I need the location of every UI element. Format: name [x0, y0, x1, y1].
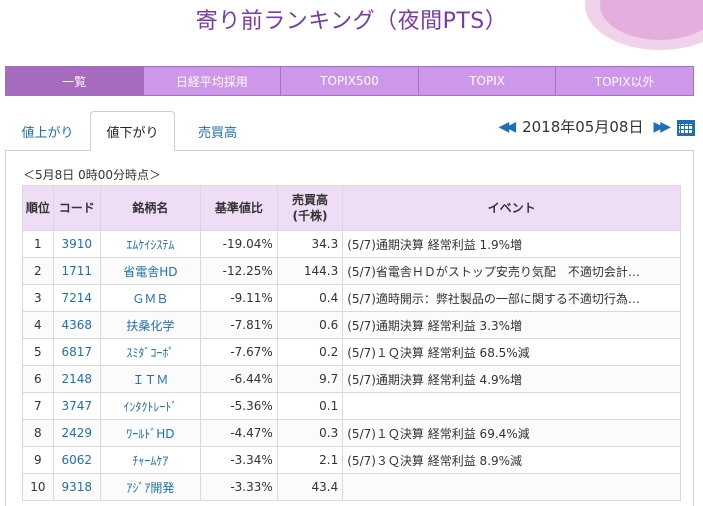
tab-non-topix[interactable]: TOPIX以外: [555, 67, 693, 95]
event-cell: (5/7)適時開示：弊社製品の一部に関する不適切行為…: [342, 284, 681, 312]
tab-topix500[interactable]: TOPIX500: [280, 67, 418, 95]
calendar-icon[interactable]: [677, 118, 695, 136]
rank-cell: 4: [22, 311, 54, 339]
code-link[interactable]: 6062: [52, 446, 101, 474]
volume-cell: 9.7: [276, 365, 344, 393]
rank-cell: 7: [22, 392, 54, 420]
stock-name-link[interactable]: ｱｼﾞｱ開発: [99, 473, 202, 501]
header-event: イベント: [342, 185, 681, 231]
next-date-icon[interactable]: ▶▶: [653, 118, 670, 135]
stock-name-link[interactable]: 扶桑化学: [99, 311, 202, 339]
volume-cell: 0.4: [276, 284, 344, 312]
table-row: 9 6062 ﾁｬｰﾑｹｱ -3.34% 2.1 (5/7)３Ｑ決算 経常利益 8.9%減: [22, 446, 681, 474]
stock-name-link[interactable]: ﾁｬｰﾑｹｱ: [99, 446, 202, 474]
code-link[interactable]: 1711: [52, 257, 101, 285]
tab-nikkei[interactable]: 日経平均採用: [142, 67, 281, 95]
ranking-subtabs: 値上がり 値下がり 売買高: [5, 111, 260, 151]
table-row: 5 6817 ｽﾐﾀﾞｺｰﾎﾟ -7.67% 0.2 (5/7)１Ｑ決算 経常利益 68.…: [22, 338, 681, 366]
market-tabs: 一覧 日経平均採用 TOPIX500 TOPIX TOPIX以外: [5, 66, 694, 96]
subtab-volume[interactable]: 売買高: [197, 125, 237, 141]
volume-cell: 0.2: [276, 338, 344, 366]
volume-cell: 0.1: [276, 392, 344, 420]
tab-all[interactable]: 一覧: [6, 67, 143, 95]
event-cell: (5/7)３Ｑ決算 経常利益 8.9%減: [342, 446, 681, 474]
event-cell: (5/7)通期決算 経常利益 4.9%増: [342, 365, 681, 393]
stock-name-link[interactable]: 省電舎HD: [99, 257, 202, 285]
table-row: 1 3910 ｴﾑｹｲｼｽﾃﾑ -19.04% 34.3 (5/7)通期決算 経常利益 1…: [22, 230, 681, 258]
header-name: 銘柄名: [99, 185, 202, 231]
tab-topix[interactable]: TOPIX: [417, 67, 556, 95]
rank-cell: 2: [22, 257, 54, 285]
stock-name-link[interactable]: ＧＭＢ: [99, 284, 202, 312]
rank-cell: 10: [22, 473, 54, 501]
code-link[interactable]: 7214: [52, 284, 101, 312]
table-row: 2 1711 省電舎HD -12.25% 144.3 (5/7)省電舎ＨＤがストップ安売り…: [22, 257, 681, 285]
page-title: 寄り前ランキング（夜間PTS）: [195, 9, 508, 34]
table-row: 6 2148 ＩＴＭ -6.44% 9.7 (5/7)通期決算 経常利益 4.9%増: [22, 365, 681, 393]
table-row: 3 7214 ＧＭＢ -9.11% 0.4 (5/7)適時開示：弊社製品の一部に関する不適…: [22, 284, 681, 312]
code-link[interactable]: 2429: [52, 419, 101, 447]
rank-cell: 3: [22, 284, 54, 312]
date-navigator: ◀◀ 2018年05月08日 ▶▶: [499, 116, 695, 137]
table-row: 10 9318 ｱｼﾞｱ開発 -3.33% 43.4: [22, 473, 681, 501]
event-cell: [342, 473, 681, 501]
code-link[interactable]: 9318: [52, 473, 101, 501]
volume-cell: 0.6: [276, 311, 344, 339]
header-change: 基準値比: [200, 185, 278, 231]
table-row: 8 2429 ﾜｰﾙﾄﾞHD -4.47% 0.3 (5/7)１Ｑ決算 経常利益 69.4…: [22, 419, 681, 447]
code-link[interactable]: 3910: [52, 230, 101, 258]
table-row: 7 3747 ｲﾝﾀｸﾄﾚｰﾄﾞ -5.36% 0.1: [22, 392, 681, 420]
stock-name-link[interactable]: ｽﾐﾀﾞｺｰﾎﾟ: [99, 338, 202, 366]
change-cell: -12.25%: [200, 257, 278, 285]
volume-cell: 34.3: [276, 230, 344, 258]
stock-name-link[interactable]: ｲﾝﾀｸﾄﾚｰﾄﾞ: [99, 392, 202, 420]
volume-cell: 2.1: [276, 446, 344, 474]
rank-cell: 8: [22, 419, 54, 447]
change-cell: -7.81%: [200, 311, 278, 339]
prev-date-icon[interactable]: ◀◀: [498, 118, 516, 135]
ranking-panel: ＜5月8日 0時00分時点＞ 順位 コード 銘柄名 基準値比 売買高 (千株) …: [5, 150, 694, 506]
change-cell: -7.67%: [200, 338, 278, 366]
event-cell: (5/7)省電舎ＨＤがストップ安売り気配 不適切会計…: [342, 257, 681, 285]
header-rank: 順位: [22, 185, 54, 231]
rank-cell: 6: [22, 365, 54, 393]
event-cell: (5/7)１Ｑ決算 経常利益 69.4%減: [342, 419, 681, 447]
event-cell: [342, 392, 681, 420]
header-code: コード: [52, 185, 101, 231]
current-date: 2018年05月08日: [522, 118, 644, 136]
ranking-table: 順位 コード 銘柄名 基準値比 売買高 (千株) イベント 1 3910 ｴﾑｹｲｼ…: [22, 185, 681, 501]
change-cell: -6.44%: [200, 365, 278, 393]
stock-name-link[interactable]: ＩＴＭ: [99, 365, 202, 393]
code-link[interactable]: 2148: [52, 365, 101, 393]
rank-cell: 5: [22, 338, 54, 366]
table-row: 4 4368 扶桑化学 -7.81% 0.6 (5/7)通期決算 経常利益 3.3%増: [22, 311, 681, 339]
code-link[interactable]: 3747: [52, 392, 101, 420]
code-link[interactable]: 6817: [52, 338, 101, 366]
event-cell: (5/7)通期決算 経常利益 3.3%増: [342, 311, 681, 339]
change-cell: -5.36%: [200, 392, 278, 420]
event-cell: (5/7)１Ｑ決算 経常利益 68.5%減: [342, 338, 681, 366]
change-cell: -9.11%: [200, 284, 278, 312]
stock-name-link[interactable]: ｴﾑｹｲｼｽﾃﾑ: [99, 230, 202, 258]
change-cell: -3.33%: [200, 473, 278, 501]
subtab-losers[interactable]: 値下がり: [90, 111, 175, 151]
rank-cell: 1: [22, 230, 54, 258]
volume-cell: 144.3: [276, 257, 344, 285]
stock-name-link[interactable]: ﾜｰﾙﾄﾞHD: [99, 419, 202, 447]
change-cell: -3.34%: [200, 446, 278, 474]
event-cell: (5/7)通期決算 経常利益 1.9%増: [342, 230, 681, 258]
change-cell: -19.04%: [200, 230, 278, 258]
volume-cell: 0.3: [276, 419, 344, 447]
timestamp: ＜5月8日 0時00分時点＞: [23, 168, 161, 182]
subtab-gainers[interactable]: 値上がり: [21, 125, 74, 141]
rank-cell: 9: [22, 446, 54, 474]
volume-cell: 43.4: [276, 473, 344, 501]
change-cell: -4.47%: [200, 419, 278, 447]
code-link[interactable]: 4368: [52, 311, 101, 339]
header-volume: 売買高 (千株): [276, 185, 344, 231]
table-body: 1 3910 ｴﾑｹｲｼｽﾃﾑ -19.04% 34.3 (5/7)通期決算 経常利益 1…: [22, 230, 681, 501]
